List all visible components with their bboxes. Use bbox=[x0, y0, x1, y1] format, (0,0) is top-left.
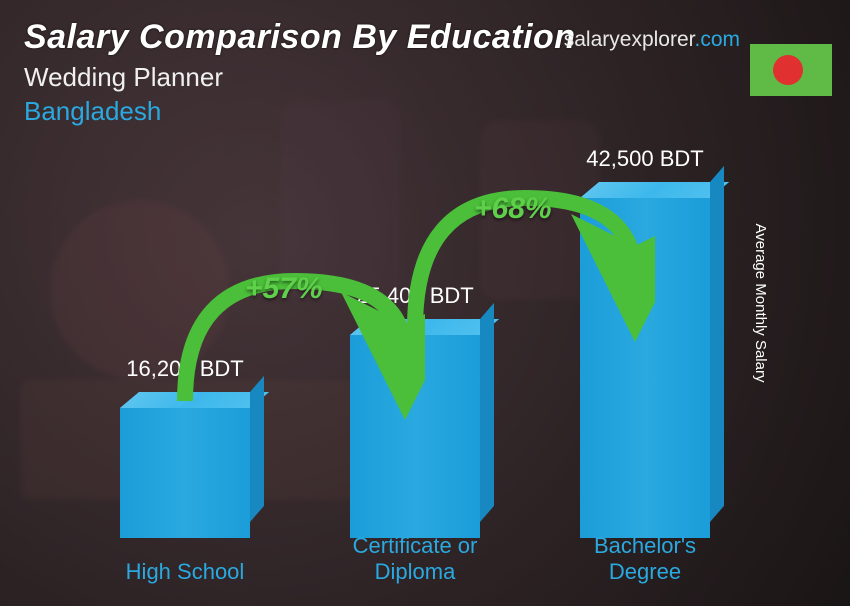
bar-side-face bbox=[710, 166, 724, 522]
bar-top-face bbox=[580, 182, 729, 198]
bar-value: 25,400 BDT bbox=[315, 283, 515, 309]
bar-label-text: Bachelor'sDegree bbox=[594, 533, 696, 583]
bar-label-text: Certificate orDiploma bbox=[353, 533, 478, 583]
bar-side-face bbox=[250, 376, 264, 522]
source-tld: .com bbox=[694, 28, 740, 51]
bar-shape bbox=[580, 198, 710, 538]
pct-increase-1: +57% bbox=[245, 272, 323, 306]
bar-top-face bbox=[350, 319, 499, 335]
source-name: salaryexplorer bbox=[564, 28, 695, 51]
bar-high-school: 16,200 BDT bbox=[110, 408, 260, 538]
source-attribution: salaryexplorer.com bbox=[564, 28, 740, 52]
bar-label: Bachelor'sDegree bbox=[545, 533, 745, 584]
flag-bangladesh bbox=[750, 44, 832, 96]
bar-top-face bbox=[120, 392, 269, 408]
flag-circle bbox=[773, 55, 803, 85]
bar-label: High School bbox=[85, 559, 285, 584]
pct-increase-2: +68% bbox=[474, 192, 552, 226]
chart-title: Salary Comparison By Education bbox=[24, 18, 576, 57]
bar-certificate-diploma: 25,400 BDT bbox=[340, 335, 490, 538]
bar-bachelors-degree: 42,500 BDT bbox=[570, 198, 720, 538]
bar-front-face bbox=[350, 335, 480, 538]
bar-chart: 16,200 BDT High School 25,400 BDT Certif… bbox=[50, 146, 800, 586]
chart-country: Bangladesh bbox=[24, 96, 161, 127]
bar-front-face bbox=[120, 408, 250, 538]
bar-label: Certificate orDiploma bbox=[315, 533, 515, 584]
bar-shape bbox=[120, 408, 250, 538]
bar-shape bbox=[350, 335, 480, 538]
bar-value: 16,200 BDT bbox=[85, 356, 285, 382]
content-layer: Salary Comparison By Education Wedding P… bbox=[0, 0, 850, 606]
bar-value: 42,500 BDT bbox=[545, 146, 745, 172]
chart-subtitle: Wedding Planner bbox=[24, 62, 223, 93]
bar-front-face bbox=[580, 198, 710, 538]
bar-side-face bbox=[480, 303, 494, 522]
